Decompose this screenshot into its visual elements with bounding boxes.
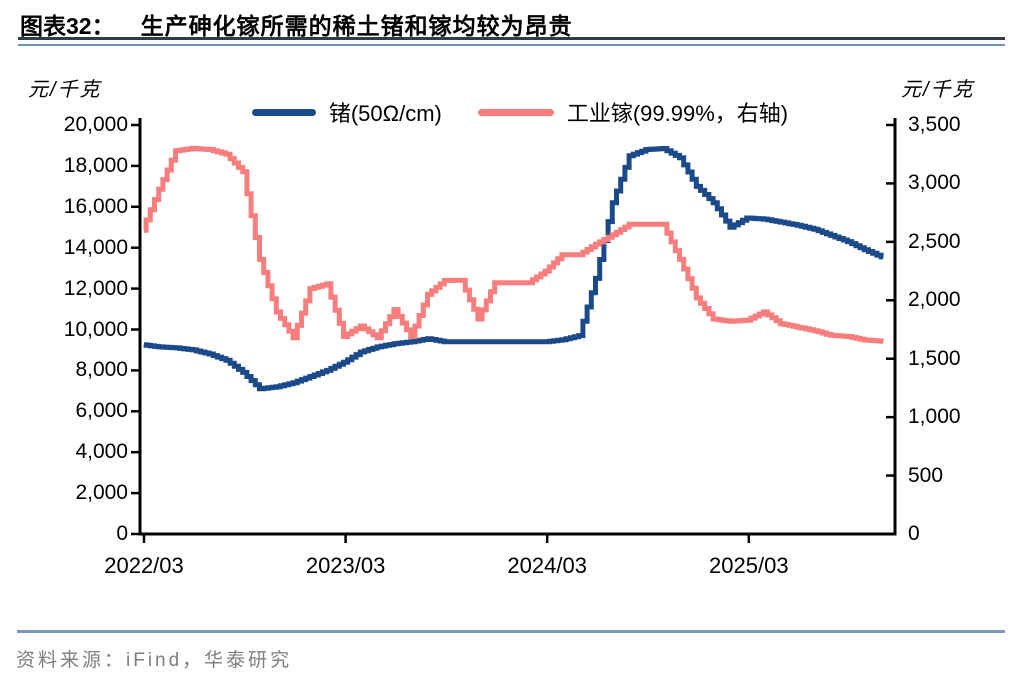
left-axis-tick-label: 4,000 [75,440,128,464]
left-axis-tick-label: 14,000 [63,235,128,259]
left-axis-tick-label: 6,000 [75,399,128,423]
left-axis-tick-label: 10,000 [63,317,128,341]
germanium-line-swatch [251,108,316,116]
left-axis-tick-label: 16,000 [63,194,128,218]
right-axis-unit-label: 元/千克 [901,79,975,101]
x-axis-tick-label: 2025/03 [709,553,789,578]
x-axis-tick-labels: 2022/03 2023/03 2024/03 2025/03 [0,552,1024,584]
left-axis-unit-label: 元/千克 [28,79,102,101]
right-axis-tick-label: 0 [908,522,920,545]
left-axis-tick-label: 8,000 [75,358,128,382]
legend-item-germanium: 锗(50Ω/cm) [251,96,442,128]
right-axis-tick-label: 2,000 [908,288,961,312]
chart-legend: 锗(50Ω/cm) 工业镓(99.99%，右轴) [150,96,890,128]
x-axis-tick-label: 2022/03 [104,553,184,578]
left-axis-tick-label: 20,000 [63,113,128,136]
figure-header: 图表32： 生产砷化镓所需的稀土锗和镓均较为昂贵 [20,7,1004,41]
right-axis-tick-label: 1,000 [908,405,961,429]
gallium-legend-label: 工业镓(99.99%，右轴) [566,101,789,126]
left-axis-tick-label: 2,000 [75,481,128,505]
title-divider [18,37,1005,46]
right-axis-tick-label: 3,500 [908,113,961,136]
left-axis-tick-labels: 0 2,000 4,000 6,000 8,000 10,000 12,000 14,000 1… [0,0,128,680]
left-axis-tick-label: 12,000 [63,276,128,300]
legend-item-gallium: 工业镓(99.99%，右轴) [477,96,789,128]
germanium-legend-label: 锗(50Ω/cm) [328,101,442,126]
left-axis-tick-label: 18,000 [63,153,128,177]
figure-number: 图表32： [20,13,115,39]
gallium-line-swatch [477,108,554,116]
right-axis-tick-label: 2,500 [908,229,961,253]
right-axis-tick-label: 3,000 [908,171,961,195]
footer-divider [17,630,1005,633]
x-axis-tick-label: 2023/03 [305,553,386,578]
left-axis-tick-label: 0 [116,522,128,545]
x-axis-tick-label: 2024/03 [507,553,587,578]
right-axis-tick-labels: 0 500 1,000 1,500 2,000 2,500 3,000 3,500 [908,0,1020,680]
source-note: 资料来源：iFind，华泰研究 [16,650,293,671]
right-axis-tick-label: 500 [908,463,944,487]
germanium-price-line [143,146,884,392]
right-axis-tick-label: 1,500 [908,346,961,370]
gallium-price-line [143,145,884,344]
figure-title: 生产砷化镓所需的稀土锗和镓均较为昂贵 [140,13,573,39]
